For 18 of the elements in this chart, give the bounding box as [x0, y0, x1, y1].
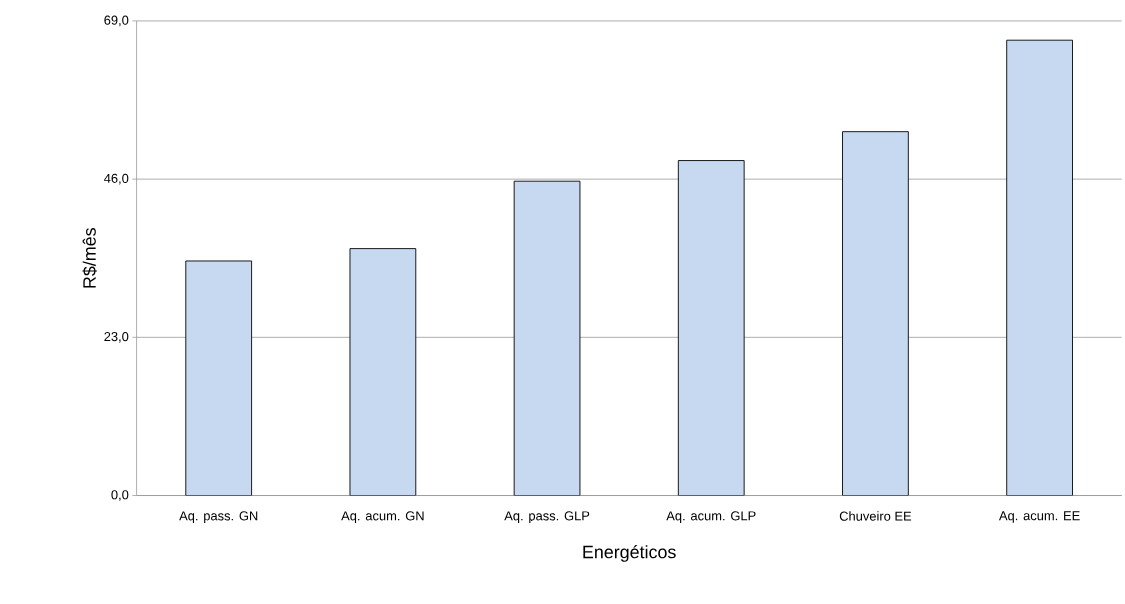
bar — [677, 160, 745, 496]
y-tick-label: 23,0 — [104, 331, 129, 343]
x-axis-title: Energéticos — [583, 544, 676, 562]
x-tick-label: Aq. acum. EE — [998, 511, 1080, 523]
x-tick-label: Aq. acum. GN — [341, 511, 424, 523]
x-tick-label: Chuveiro EE — [839, 511, 912, 521]
bar — [185, 260, 253, 496]
x-tick-label: Aq. pass. GLP — [504, 511, 590, 523]
y-tick-label: 69,0 — [104, 15, 129, 27]
bar — [349, 248, 417, 496]
y-tick-label: 46,0 — [104, 173, 129, 185]
y-axis-title: R$/mês — [82, 227, 97, 288]
x-tick-label: Aq. acum. GLP — [666, 511, 756, 523]
bar — [842, 131, 909, 496]
y-tick-label: 0,0 — [111, 490, 129, 501]
bar — [513, 180, 581, 496]
x-tick-label: Aq. pass. GN — [179, 511, 258, 523]
bar — [1006, 39, 1073, 496]
